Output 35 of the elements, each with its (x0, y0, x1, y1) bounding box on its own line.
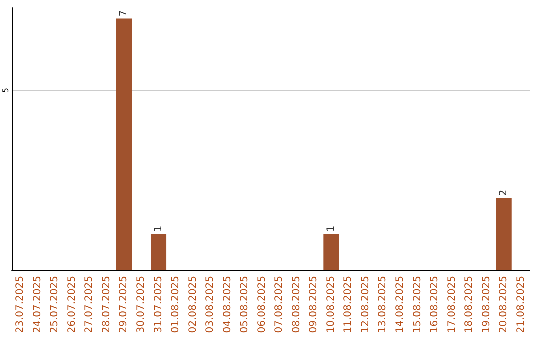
x-tick-label: 17.08.2025 (446, 276, 458, 334)
x-tick-label: 04.08.2025 (222, 276, 234, 334)
x-tick-label: 07.08.2025 (274, 276, 286, 334)
x-tick-label: 06.08.2025 (256, 276, 268, 334)
x-tick-label: 12.08.2025 (360, 276, 372, 334)
x-tick-label: 03.08.2025 (205, 276, 216, 334)
x-tick-label: 25.07.2025 (50, 276, 61, 334)
x-tick-label: 01.08.2025 (170, 276, 182, 334)
x-tick-label: 10.08.2025 (326, 276, 337, 334)
x-tick-label: 05.08.2025 (240, 276, 251, 334)
x-tick-label: 29.07.2025 (118, 276, 130, 334)
data-label: 2 (498, 190, 510, 196)
x-tick-label: 30.07.2025 (136, 276, 147, 334)
data-label: 7 (118, 10, 130, 17)
x-tick-label: 23.07.2025 (15, 276, 26, 334)
x-tick-label: 31.07.2025 (153, 276, 164, 334)
data-label: 1 (326, 226, 337, 232)
x-tick-label: 21.08.2025 (516, 276, 527, 334)
x-tick-label: 24.07.2025 (32, 276, 44, 334)
x-tick-label: 09.08.2025 (308, 276, 320, 334)
x-tick-label: 16.08.2025 (430, 276, 441, 334)
x-tick-label: 18.08.2025 (464, 276, 476, 334)
x-tick-label: 28.07.2025 (101, 276, 112, 334)
x-tick-label: 15.08.2025 (412, 276, 424, 334)
y-tick-label: 5 (2, 88, 10, 94)
x-tick-label: 20.08.2025 (498, 276, 510, 334)
x-tick-label: 08.08.2025 (291, 276, 302, 334)
x-tick-label: 26.07.2025 (66, 276, 78, 334)
x-tick-label: 14.08.2025 (395, 276, 406, 334)
x-tick-label: 13.08.2025 (378, 276, 389, 334)
x-tick-label: 27.07.2025 (84, 276, 96, 334)
data-label: 1 (153, 226, 164, 232)
x-tick-label: 11.08.2025 (343, 276, 354, 334)
x-tick-label: 19.08.2025 (481, 276, 492, 334)
x-tick-label: 02.08.2025 (188, 276, 199, 334)
